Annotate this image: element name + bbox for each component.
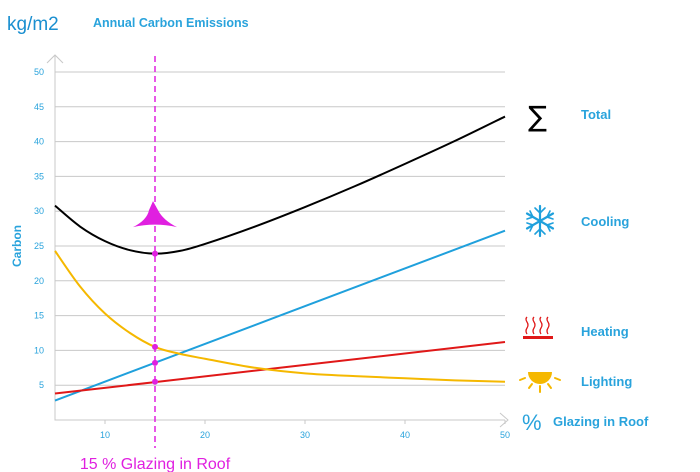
legend-heating: Heating	[581, 324, 629, 339]
x-tick-label: 10	[100, 430, 110, 440]
axes	[54, 55, 505, 421]
y-tick-label: 45	[34, 102, 44, 112]
sun-icon	[519, 372, 561, 393]
annotation-point	[152, 250, 158, 257]
sigma-icon: ∑	[528, 100, 547, 133]
x-axis-arrow	[499, 412, 509, 428]
annotation-label: 15 % Glazing in Roof	[80, 456, 231, 472]
y-tick-labels: 5 10 15 20 25 30 35 40 45 50	[34, 67, 44, 390]
y-tick-label: 40	[34, 137, 44, 147]
annotation	[133, 56, 177, 448]
y-tick-label: 50	[34, 67, 44, 77]
x-tick-label: 40	[400, 430, 410, 440]
y-tick-label: 30	[34, 206, 44, 216]
series-line-heating	[54, 341, 506, 395]
y-tick-label: 25	[34, 241, 44, 251]
series-line-lighting	[54, 250, 506, 383]
y-tick-label: 20	[34, 276, 44, 286]
heating-icon	[523, 316, 553, 339]
legend-cooling: Cooling	[581, 214, 629, 229]
optimum-marker	[133, 201, 177, 228]
percent-symbol: %	[522, 410, 542, 435]
x-tick-label: 30	[300, 430, 310, 440]
x-axis-label: Glazing in Roof	[553, 414, 649, 429]
x-tick-label: 50	[500, 430, 510, 440]
y-tick-label: 10	[34, 345, 44, 355]
annotation-point	[152, 343, 158, 350]
y-axis-arrow	[46, 54, 64, 64]
series-line-cooling	[54, 229, 506, 402]
legend-total: Total	[581, 107, 611, 122]
unit-label: kg/m2	[7, 14, 59, 35]
y-tick-label: 5	[39, 380, 44, 390]
series-line-total	[54, 115, 506, 255]
series-lines	[54, 115, 506, 402]
x-tick-label: 20	[200, 430, 210, 440]
y-tick-label: 35	[34, 171, 44, 181]
chart-title: Annual Carbon Emissions	[93, 16, 249, 30]
annotation-point	[152, 378, 158, 385]
y-tick-label: 15	[34, 311, 44, 321]
annotation-point	[152, 359, 158, 366]
grid	[55, 71, 506, 424]
snowflake-icon	[525, 204, 555, 238]
x-tick-labels: 10 20 30 40 50	[100, 430, 510, 440]
legend-lighting: Lighting	[581, 374, 632, 389]
y-axis-label: Carbon	[10, 225, 24, 267]
